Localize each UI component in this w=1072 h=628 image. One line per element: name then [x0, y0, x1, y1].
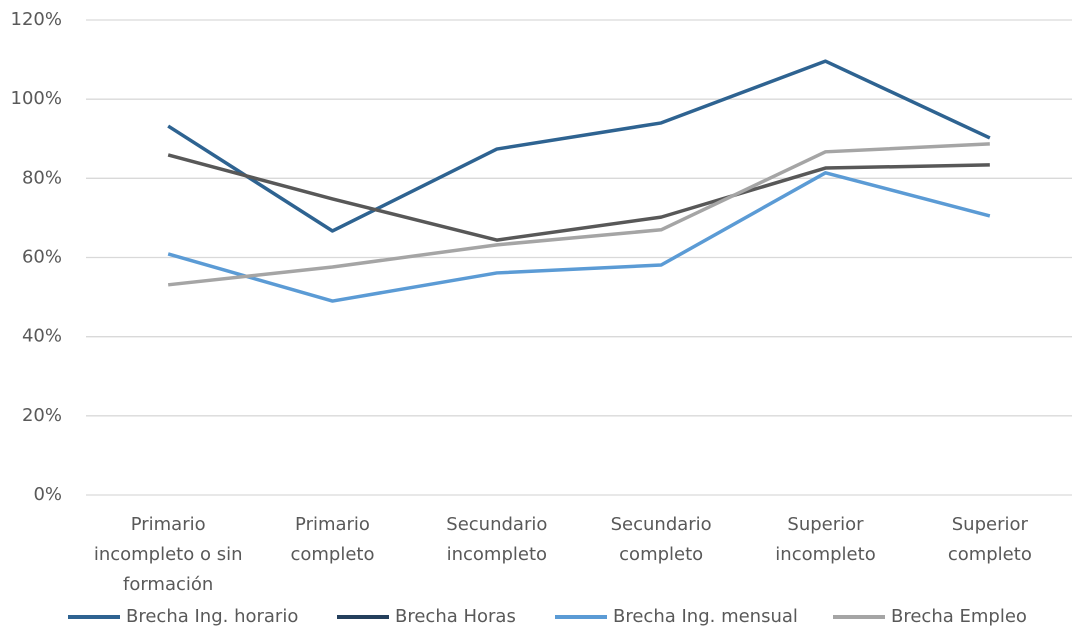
y-tick-label: 120% [11, 9, 62, 30]
line-series [167, 171, 991, 303]
legend-label: Brecha Ing. horario [126, 606, 298, 627]
legend-label: Brecha Ing. mensual [613, 606, 798, 627]
y-tick-label: 0% [33, 484, 62, 505]
legend-label: Brecha Horas [395, 606, 516, 627]
line-series [167, 142, 990, 287]
legend-label: Brecha Empleo [891, 606, 1027, 627]
line-series [167, 59, 991, 233]
x-tick-label: Secundario completo [611, 514, 712, 565]
y-tick-label: 20% [22, 405, 62, 426]
x-tick-label: Superior incompleto [775, 514, 875, 565]
x-tick-label: Secundario incompleto [446, 514, 547, 565]
x-tick-label: Primario completo [290, 514, 374, 565]
x-tick-label: Primario incompleto o sin formación [94, 514, 243, 595]
y-tick-label: 100% [11, 88, 62, 109]
y-tick-label: 80% [22, 167, 62, 188]
line-series [167, 153, 990, 242]
y-tick-label: 40% [22, 326, 62, 347]
x-tick-label: Superior completo [948, 514, 1032, 565]
y-tick-label: 60% [22, 247, 62, 268]
